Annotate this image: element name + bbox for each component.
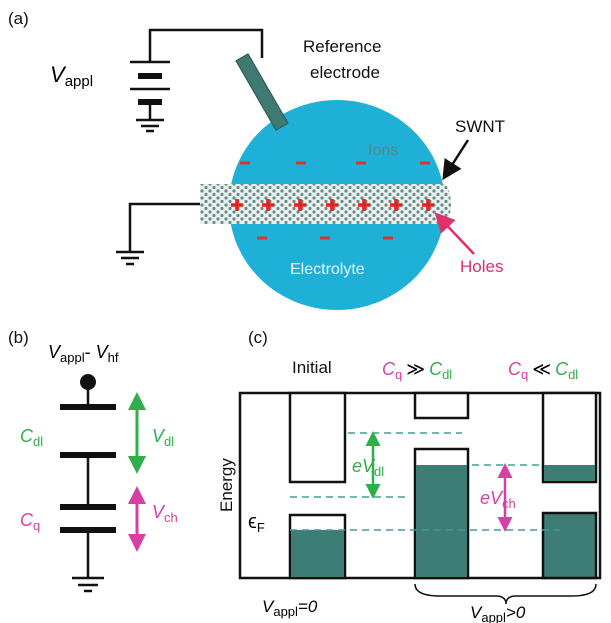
column-label: Cq≪Cdl xyxy=(508,359,578,382)
reference-electrode xyxy=(236,54,288,130)
electrode-label: electrode xyxy=(310,63,380,82)
panel-label: (b) xyxy=(8,328,29,347)
panel-label: (a) xyxy=(8,9,29,28)
panel-b: (b) Vappl- Vhf Cdl Vdl Cq Vch xyxy=(8,328,178,591)
column-label: Initial xyxy=(292,358,332,377)
panel-c: (c) Energy Initial Cq≫Cdl Cq≪Cdl eVdl eV… xyxy=(217,328,600,623)
swnt-label: SWNT xyxy=(455,117,505,136)
nanotube-cap xyxy=(435,184,451,224)
figure: (a) Vappl Reference electrode Ions SWNT … xyxy=(0,0,611,623)
bands xyxy=(290,393,596,578)
column-label: Cq≫Cdl xyxy=(382,359,452,382)
wire xyxy=(72,382,104,591)
panel-a: (a) Vappl Reference electrode Ions SWNT … xyxy=(8,9,505,310)
ions-label: Ions xyxy=(368,142,398,159)
condition-label: Vappl>0 xyxy=(470,603,526,623)
brace xyxy=(415,584,596,604)
arrow xyxy=(438,216,474,254)
condition-label: Vappl=0 xyxy=(262,597,318,619)
vdl-label: Vdl xyxy=(152,426,174,449)
vch-label: Vch xyxy=(152,502,178,525)
cq-label: Cq xyxy=(20,510,40,533)
voltage-label: Vappl xyxy=(50,62,93,90)
electrode-label: Reference xyxy=(303,37,381,56)
panel-label: (c) xyxy=(248,328,268,347)
axis-label: Energy xyxy=(217,458,236,512)
voltage-label: Vappl- Vhf xyxy=(48,342,119,365)
cdl-label: Cdl xyxy=(20,426,43,449)
holes-label: Holes xyxy=(460,257,503,276)
ground xyxy=(136,102,164,131)
edl-label: eVdl xyxy=(352,456,384,479)
electrolyte-label: Electrolyte xyxy=(290,261,365,278)
ech-label: eVch xyxy=(480,488,516,511)
arrow xyxy=(445,140,468,176)
ground-wire xyxy=(116,204,200,264)
fermi-label: ϵF xyxy=(248,511,265,535)
